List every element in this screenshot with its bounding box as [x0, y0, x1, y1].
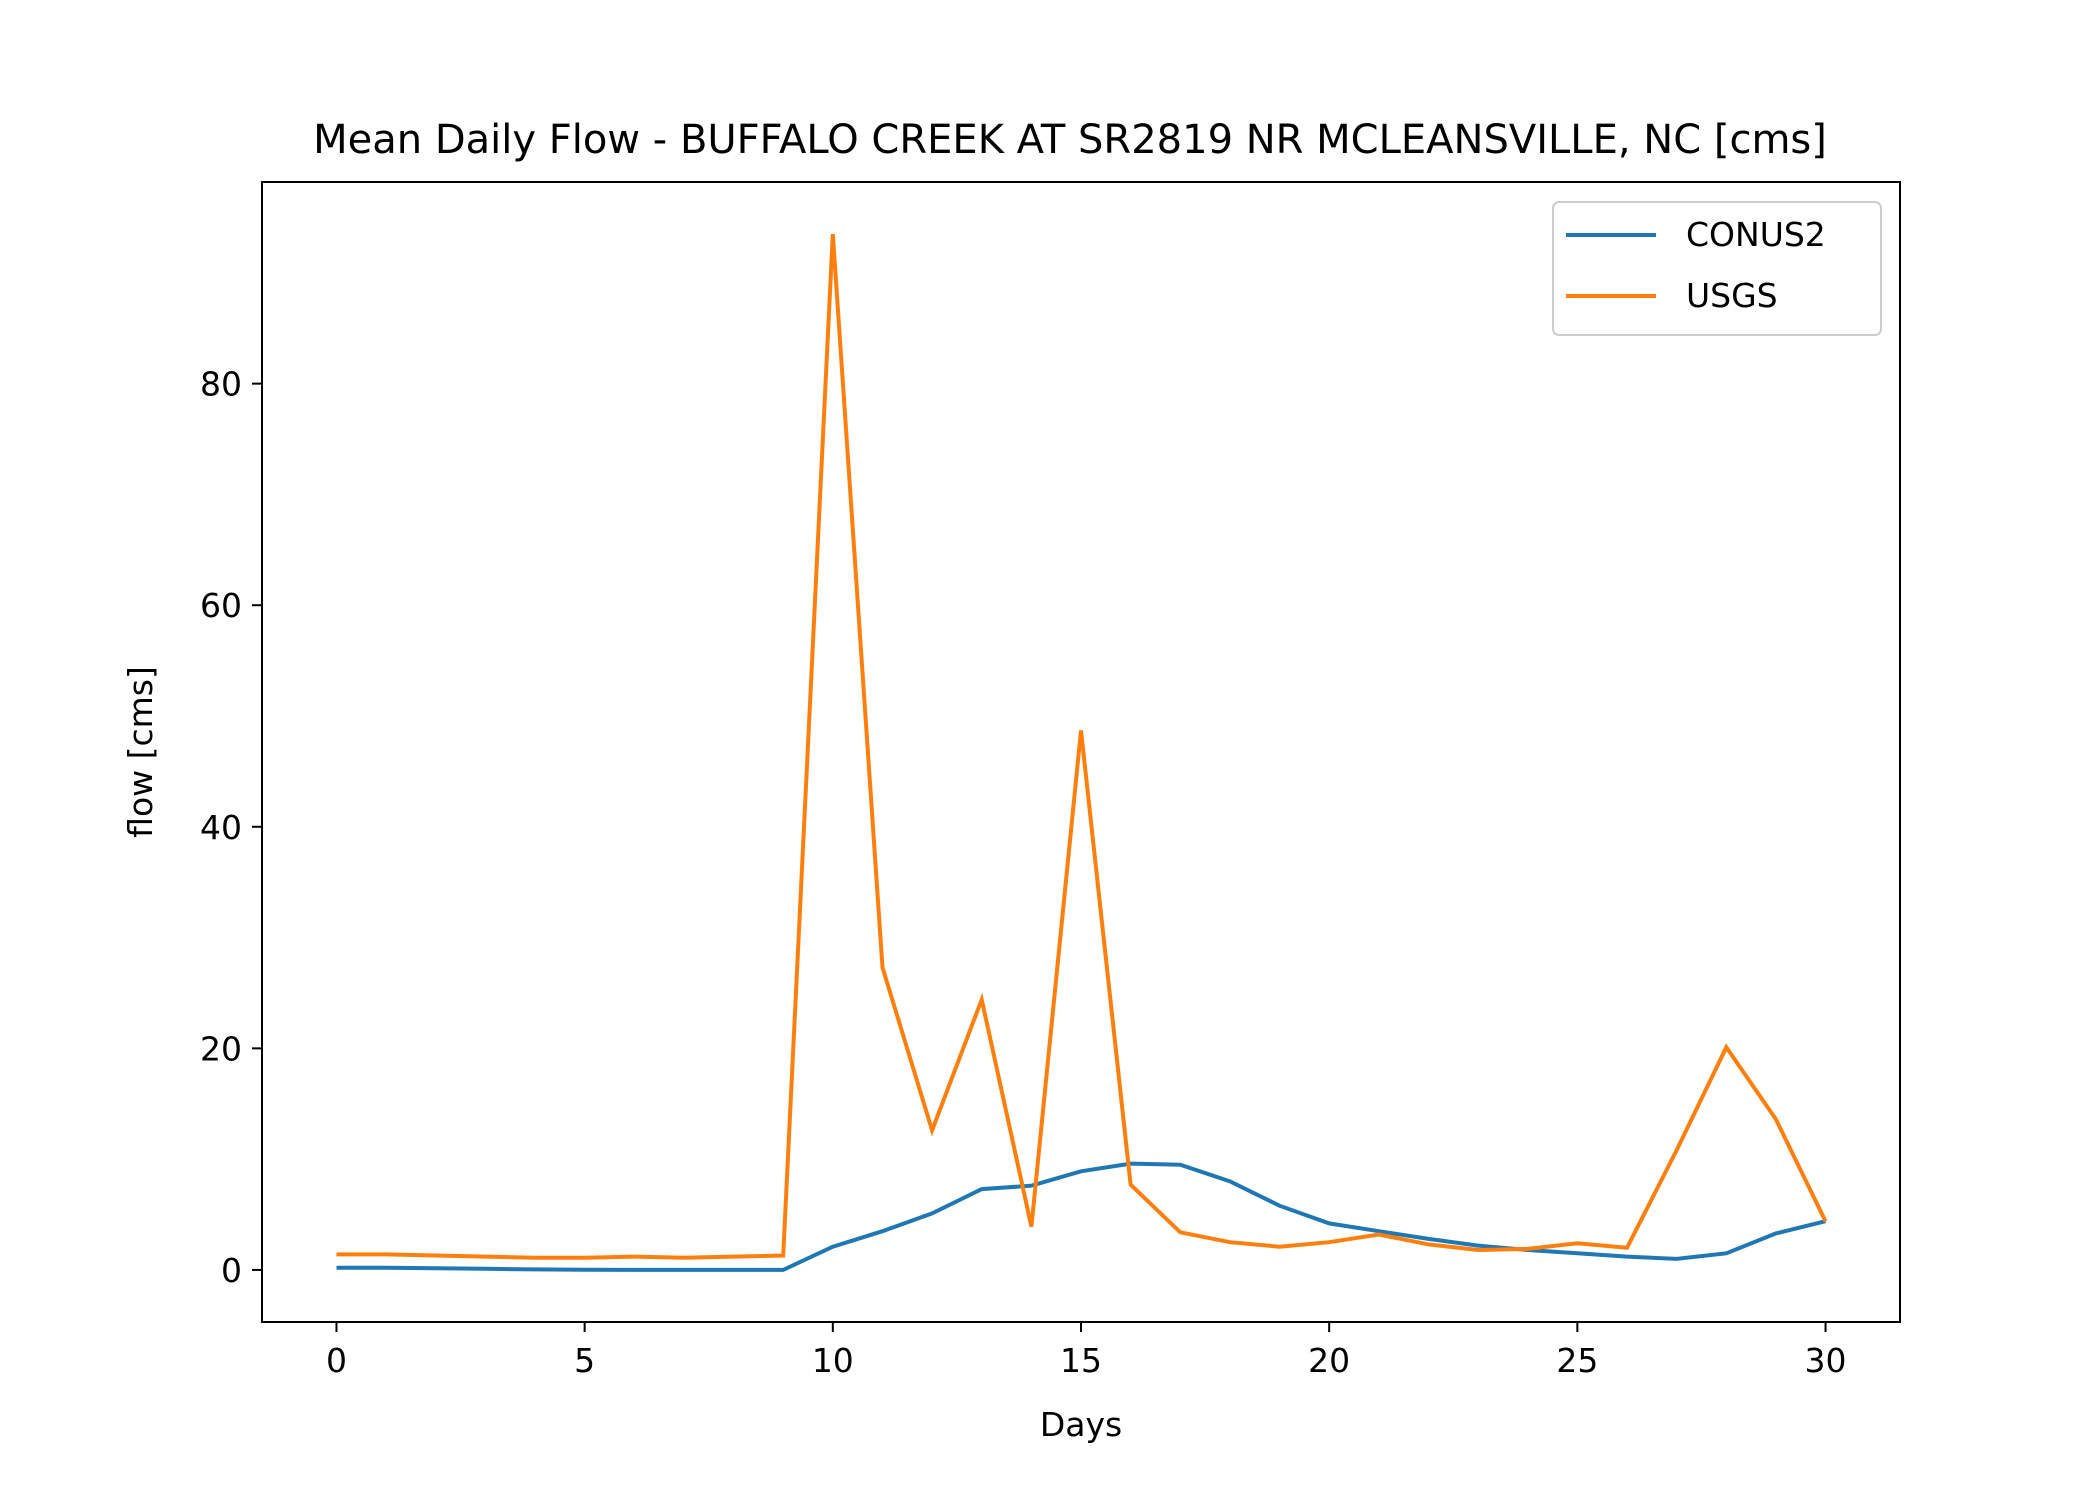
x-tick-label: 15	[1060, 1341, 1102, 1380]
legend: CONUS2 USGS	[1552, 201, 1882, 336]
series-line-usgs	[336, 233, 1828, 1260]
y-tick-label: 80	[200, 365, 242, 404]
x-tick-label: 5	[574, 1341, 595, 1380]
x-tick-label: 0	[326, 1341, 347, 1380]
x-tick-label: 10	[812, 1341, 854, 1380]
series-line-conus2	[336, 1161, 1826, 1272]
y-tick-label: 0	[221, 1251, 242, 1290]
chart-title: Mean Daily Flow - BUFFALO CREEK AT SR281…	[313, 117, 1827, 163]
y-tick-label: 40	[200, 808, 242, 847]
legend-label-usgs: USGS	[1686, 276, 1778, 315]
x-tick-label: 30	[1805, 1341, 1847, 1380]
plot-frame	[261, 181, 1901, 1323]
y-tick-label: 20	[200, 1029, 242, 1068]
x-tick-label: 25	[1556, 1341, 1598, 1380]
legend-label-conus2: CONUS2	[1686, 215, 1826, 254]
y-axis-title: flow [cms]	[121, 666, 160, 838]
x-axis: 0 5 10 15 20 25 30	[326, 1322, 1847, 1380]
y-tick-label: 60	[200, 586, 242, 625]
x-axis-title: Days	[1040, 1405, 1122, 1444]
y-axis: 0 20 40 60 80	[200, 365, 262, 1290]
plot-area	[336, 233, 1828, 1272]
x-tick-label: 20	[1308, 1341, 1350, 1380]
